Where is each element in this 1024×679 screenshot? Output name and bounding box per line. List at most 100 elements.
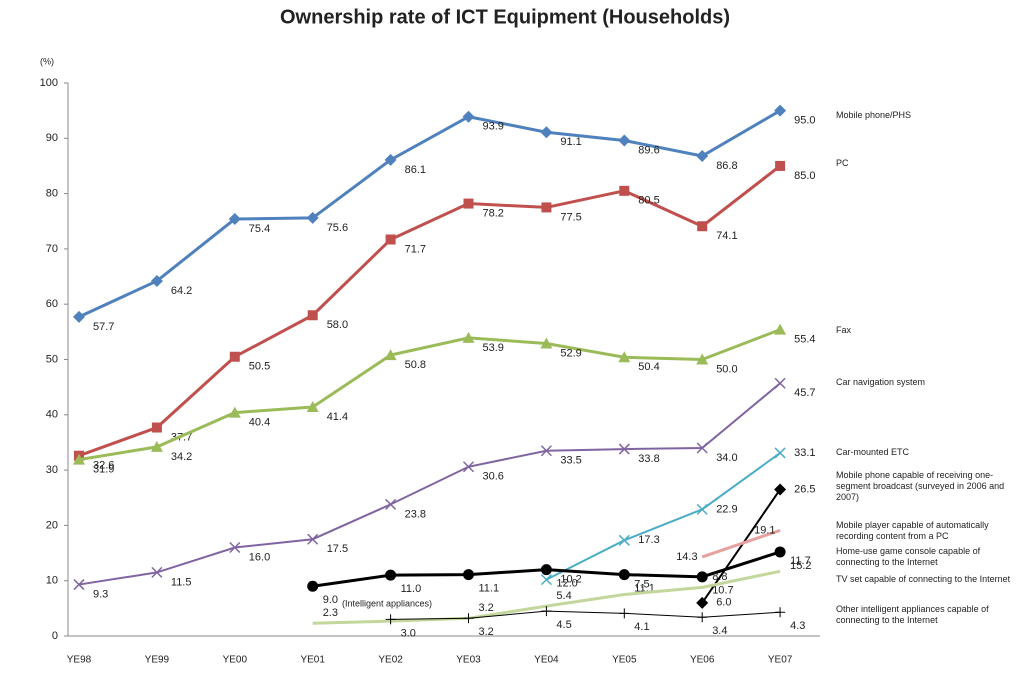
data-label: 77.5 xyxy=(560,211,581,223)
y-tick-label: 70 xyxy=(46,243,58,255)
series-name: Mobile phone capable of receiving one-se… xyxy=(836,470,1005,502)
marker xyxy=(540,126,553,139)
data-label: 12.0 xyxy=(556,578,577,590)
data-label: 52.9 xyxy=(560,347,581,359)
marker xyxy=(150,274,163,287)
data-label: 78.2 xyxy=(483,207,504,219)
marker xyxy=(540,564,552,576)
data-label: 91.1 xyxy=(560,136,581,148)
marker xyxy=(774,483,787,496)
series-name: Fax xyxy=(836,325,852,335)
marker xyxy=(462,461,475,473)
marker xyxy=(385,614,396,625)
series-name: Mobile player capable of automatically r… xyxy=(836,520,989,541)
data-label: 89.6 xyxy=(638,144,659,156)
y-tick-label: 30 xyxy=(46,464,58,476)
marker xyxy=(462,110,475,123)
y-tick-label: 100 xyxy=(40,77,58,89)
marker xyxy=(73,453,85,465)
marker xyxy=(618,534,630,546)
marker xyxy=(774,546,786,558)
marker xyxy=(774,377,786,389)
data-label: 23.8 xyxy=(405,508,426,520)
marker xyxy=(540,445,552,457)
marker xyxy=(697,221,708,232)
data-label: 33.5 xyxy=(560,455,581,467)
series-line xyxy=(78,382,781,586)
marker xyxy=(618,134,631,147)
marker xyxy=(696,596,709,609)
y-tick-label: 80 xyxy=(46,188,58,200)
data-label: 9.0 xyxy=(323,594,338,606)
marker xyxy=(540,337,553,349)
data-label: 11.1 xyxy=(479,583,500,595)
y-tick-label: 20 xyxy=(46,519,58,531)
marker xyxy=(385,569,397,581)
y-tick-label: 0 xyxy=(52,630,58,642)
data-label: 75.6 xyxy=(327,222,348,234)
marker xyxy=(385,234,396,245)
marker xyxy=(697,612,708,623)
x-tick-label: YE98 xyxy=(67,655,92,666)
marker xyxy=(73,579,85,591)
marker xyxy=(385,498,397,510)
x-tick-label: YE01 xyxy=(300,655,325,666)
y-tick-label: 40 xyxy=(46,409,58,421)
marker xyxy=(463,613,474,624)
data-label: 3.4 xyxy=(712,625,727,637)
series-name: Home-use game console capable of connect… xyxy=(836,546,981,567)
data-label: 86.1 xyxy=(405,164,426,176)
data-label: 3.0 xyxy=(401,627,416,639)
data-label: 50.8 xyxy=(405,359,426,371)
marker xyxy=(696,571,708,583)
marker xyxy=(774,447,786,459)
data-label: 15.2 xyxy=(790,560,811,572)
data-label: 33.8 xyxy=(638,453,659,465)
marker xyxy=(306,401,319,413)
x-tick-label: YE06 xyxy=(690,655,715,666)
marker xyxy=(463,198,474,209)
data-label: 26.5 xyxy=(794,483,815,495)
data-label: 2.3 xyxy=(323,607,338,619)
data-label: 17.3 xyxy=(638,534,659,546)
y-tick-label: 50 xyxy=(46,353,58,365)
marker xyxy=(618,443,630,455)
data-label: 95.0 xyxy=(794,115,815,127)
series-name: Mobile phone/PHS xyxy=(836,110,912,120)
y-tick-label: 10 xyxy=(46,575,58,587)
marker xyxy=(151,566,163,578)
series-line xyxy=(701,528,781,559)
series-name: PC xyxy=(836,158,849,168)
data-label: 5.4 xyxy=(556,590,571,602)
marker xyxy=(229,351,240,362)
y-tick-label: 60 xyxy=(46,298,58,310)
x-tick-label: YE02 xyxy=(378,655,403,666)
data-label: 74.1 xyxy=(716,230,737,242)
data-label: 14.3 xyxy=(676,551,697,563)
data-label: 93.9 xyxy=(483,121,504,133)
marker xyxy=(307,310,318,321)
data-label: 10.2 xyxy=(560,574,581,586)
marker xyxy=(696,353,709,365)
data-label: 11.5 xyxy=(171,576,192,588)
data-label: 17.5 xyxy=(327,543,348,555)
data-label: 3.2 xyxy=(479,602,494,614)
x-tick-label: YE03 xyxy=(456,655,481,666)
chart-title: Ownership rate of ICT Equipment (Househo… xyxy=(280,6,730,28)
data-label: 10.7 xyxy=(712,585,733,597)
data-label: 71.7 xyxy=(405,243,426,255)
marker xyxy=(150,440,163,452)
marker xyxy=(151,422,162,433)
data-label: 80.5 xyxy=(638,195,659,207)
marker xyxy=(619,608,630,619)
data-label: 4.5 xyxy=(556,619,571,631)
series-line xyxy=(390,610,781,620)
marker xyxy=(228,406,241,418)
series-line xyxy=(78,164,782,458)
series-name: Car navigation system xyxy=(836,377,926,387)
data-label: 53.9 xyxy=(483,342,504,354)
data-label: 58.0 xyxy=(327,319,348,331)
series-line xyxy=(545,452,781,581)
data-label: 34.0 xyxy=(716,452,737,464)
